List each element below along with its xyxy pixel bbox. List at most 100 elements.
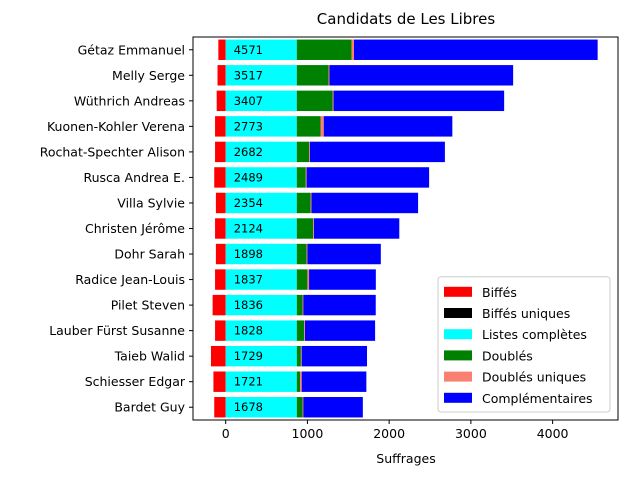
bar-segment	[225, 65, 297, 86]
bar-segment	[310, 192, 312, 214]
bar-total-label: 1678	[234, 400, 263, 414]
x-tick-label: 4000	[537, 426, 569, 441]
bar-segment	[296, 167, 306, 188]
bar-total-label: 3407	[234, 94, 263, 108]
bar-total-label: 1721	[234, 375, 263, 389]
bar-segment	[225, 218, 297, 239]
bar-segment	[302, 397, 304, 418]
bar-segment	[309, 141, 445, 163]
bar-segment	[329, 65, 514, 86]
bar-segment	[309, 141, 310, 163]
bar-segment	[296, 65, 329, 86]
y-axis: Gétaz Emmanuel Melly Serge Wüthrich Andrea…	[40, 42, 193, 415]
bar-segment	[301, 345, 368, 367]
bar-total-labels: 4571 3517 3407 2773 2682 2489 2354 2124 1898 1837…	[234, 43, 263, 414]
bar-segment	[225, 116, 297, 137]
bar-segment	[296, 397, 303, 418]
bar-segment	[296, 39, 352, 60]
bar-segment	[313, 218, 400, 239]
y-tick-label: Melly Serge	[112, 68, 185, 83]
bar-segment	[302, 294, 304, 316]
legend-entry: Biffés uniques	[482, 306, 570, 321]
y-tick-label: Schiesser Edgar	[85, 374, 186, 389]
y-tick-label: Rusca Andrea E.	[83, 170, 185, 185]
bar-segment	[296, 345, 301, 367]
x-tick-label: 0	[222, 426, 230, 441]
y-tick-label: Rochat-Spechter Alison	[40, 144, 185, 159]
bar-segment	[225, 397, 297, 418]
bar-total-label: 2354	[234, 196, 263, 210]
bar-segment	[214, 167, 226, 188]
bar-segment	[212, 294, 226, 316]
bar-segment	[214, 397, 226, 418]
bar-segment	[303, 294, 376, 316]
y-tick-label: Villa Sylvie	[117, 195, 185, 210]
bar-segment	[225, 320, 297, 341]
bar-segment	[225, 269, 297, 290]
y-tick-label: Wüthrich Andreas	[74, 93, 185, 108]
y-tick-label: Pilet Steven	[111, 298, 185, 313]
legend-box	[437, 276, 611, 413]
bar-segment	[303, 397, 363, 418]
bar-segment	[225, 243, 297, 265]
bar-total-label: 2682	[234, 145, 263, 159]
x-tick-label: 3000	[455, 426, 487, 441]
legend: Biffés Biffés uniques Listes complètes Doub…	[437, 276, 611, 413]
bar-segment	[313, 218, 314, 239]
bar-segment	[306, 243, 308, 265]
bar-segment	[305, 167, 307, 188]
bar-total-label: 2773	[234, 119, 263, 133]
bar-total-label: 1837	[234, 273, 263, 287]
x-tick-label: 2000	[373, 426, 405, 441]
bar-segment	[301, 371, 367, 392]
bar-segment	[225, 371, 297, 392]
bar-segment	[307, 269, 310, 290]
bar-segment	[296, 371, 301, 392]
legend-entry: Doublés	[482, 348, 533, 363]
x-axis: 0 1000 2000 3000 4000	[222, 420, 569, 441]
y-tick-label: Kuonen-Kohler Verena	[47, 119, 185, 134]
bar-segment	[215, 218, 226, 239]
bar-total-label: 2124	[234, 222, 263, 236]
bar-segment	[306, 167, 430, 188]
bar-segment	[215, 320, 226, 341]
bar-total-label: 1836	[234, 298, 263, 312]
bar-total-label: 3517	[234, 68, 263, 82]
y-tick-label: Christen Jérôme	[85, 221, 185, 236]
bar-segment	[213, 371, 226, 392]
y-tick-label: Bardet Guy	[114, 400, 185, 415]
bar-total-label: 1898	[234, 247, 263, 261]
bar-segment	[217, 65, 226, 86]
bar-segment	[296, 218, 314, 239]
bar-segment	[300, 345, 302, 367]
bar-segment	[300, 371, 302, 392]
bar-segment	[332, 90, 334, 112]
y-tick-label: Radice Jean-Louis	[75, 272, 185, 287]
bar-total-label: 4571	[234, 43, 263, 57]
bar-segment	[216, 90, 226, 112]
bar-segment	[304, 320, 305, 341]
bar-segment	[210, 345, 226, 367]
bar-segment	[215, 243, 226, 265]
bar-segment	[225, 90, 297, 112]
legend-swatch	[444, 350, 472, 361]
bar-segment	[296, 141, 310, 163]
y-tick-label: Gétaz Emmanuel	[78, 42, 185, 57]
legend-swatch	[444, 308, 472, 318]
legend-entry: Complémentaires	[482, 391, 593, 406]
bar-segment	[333, 90, 505, 112]
bar-total-label: 2489	[234, 170, 263, 184]
bar-segment	[354, 39, 598, 60]
bar-total-label: 1828	[234, 324, 263, 338]
x-axis-label: Suffrages	[376, 451, 435, 466]
legend-entry: Biffés	[482, 285, 517, 300]
bar-segment	[296, 269, 308, 290]
bar-segment	[296, 116, 321, 137]
legend-swatch	[444, 392, 472, 403]
chart-title: Candidats de Les Libres	[317, 10, 496, 28]
legend-swatch	[444, 371, 472, 382]
bar-segment	[215, 141, 226, 163]
bar-segment	[304, 320, 376, 341]
bar-segment	[225, 192, 297, 214]
legend-swatch	[444, 329, 472, 340]
